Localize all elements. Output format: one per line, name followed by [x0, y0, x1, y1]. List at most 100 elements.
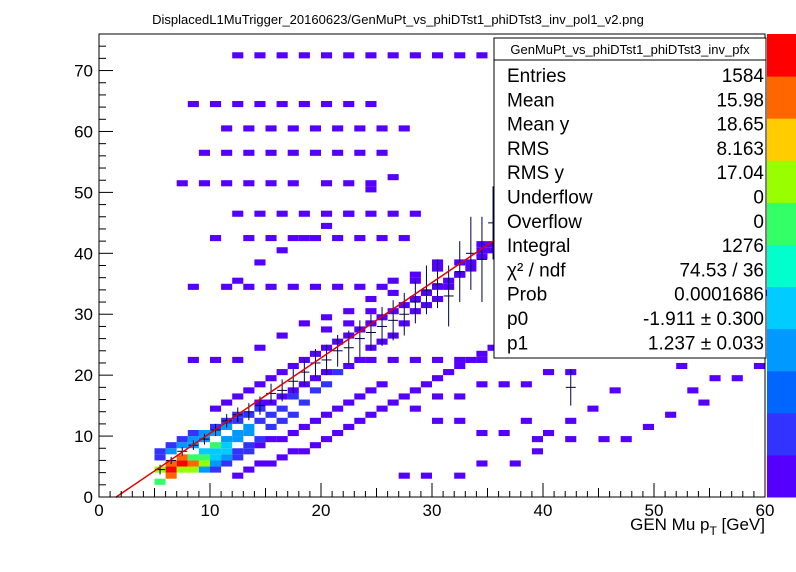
heatmap-cell [365, 52, 377, 59]
heatmap-cell [187, 466, 199, 473]
heatmap-cell [598, 436, 610, 443]
palette-swatch [767, 303, 796, 313]
palette-swatch [767, 193, 796, 203]
heatmap-cell [420, 472, 432, 479]
heatmap-cell [476, 356, 488, 363]
heatmap-cell [321, 314, 333, 321]
heatmap-cell [432, 417, 444, 424]
stats-box-frame [493, 37, 767, 359]
stats-row-label: χ² / ndf [507, 260, 566, 281]
heatmap-cell [531, 448, 543, 455]
heatmap-cell [476, 381, 488, 388]
y-axis: 0 10 20 30 40 50 60 70 [74, 33, 113, 507]
heatmap-cell [276, 417, 288, 424]
heatmap-cell [432, 393, 444, 400]
heatmap-cell [198, 429, 210, 437]
heatmap-cell [309, 417, 321, 424]
y-tick-label: 20 [74, 366, 93, 385]
heatmap-cell [365, 180, 377, 187]
palette-swatch [767, 463, 796, 473]
heatmap-cell [343, 180, 355, 187]
heatmap-cell [198, 466, 210, 473]
heatmap-cell [210, 454, 222, 461]
palette-swatch [767, 387, 796, 397]
heatmap-cell [221, 454, 233, 461]
heatmap-cell [609, 387, 621, 394]
heatmap-cell [321, 381, 333, 388]
palette-swatch [767, 269, 796, 279]
heatmap-cell [354, 283, 366, 290]
heatmap-cell [376, 283, 388, 290]
heatmap-cell [476, 429, 488, 437]
heatmap-cell [265, 235, 277, 242]
heatmap-cell [298, 101, 310, 108]
heatmap-cell [387, 399, 399, 406]
heatmap-cell [365, 356, 377, 363]
heatmap-cell [365, 308, 377, 315]
heatmap-cell [409, 405, 421, 412]
palette-swatch [767, 202, 796, 212]
heatmap-cell [398, 235, 410, 242]
stats-row-value: 0 [753, 188, 764, 209]
heatmap-cell [198, 448, 210, 455]
stats-row-value: -1.911 ± 0.300 [643, 309, 764, 330]
palette-swatch [767, 438, 796, 447]
heatmap-cell [298, 423, 310, 430]
heatmap-cell [343, 423, 355, 430]
heatmap-cell [454, 52, 466, 59]
palette-swatch [767, 320, 796, 330]
heatmap-cell [287, 125, 299, 132]
heatmap-cell [221, 460, 233, 467]
heatmap-cell [298, 235, 310, 242]
heatmap-cell [543, 429, 555, 437]
stats-row-value: 1584 [722, 66, 765, 87]
heatmap-cell [276, 210, 288, 217]
heatmap-cell [409, 210, 421, 217]
heatmap-cell [332, 405, 344, 412]
heatmap-cell [187, 356, 199, 363]
heatmap-cell [187, 429, 199, 437]
y-tick-label: 30 [74, 305, 93, 324]
heatmap-cell [309, 149, 321, 156]
heatmap-cell [376, 235, 388, 242]
heatmap-cell [254, 417, 266, 424]
heatmap-cell [365, 210, 377, 217]
heatmap-cell [321, 326, 333, 333]
heatmap-cell [198, 454, 210, 461]
heatmap-cell [198, 149, 210, 156]
heatmap-cell [565, 436, 577, 443]
heatmap-cell [221, 149, 233, 156]
heatmap-cell [454, 393, 466, 400]
heatmap-cell [165, 442, 177, 449]
heatmap-cell [332, 235, 344, 242]
heatmap-cell [176, 442, 188, 449]
heatmap-cell [620, 436, 632, 443]
heatmap-cell [343, 308, 355, 315]
stats-row-value: 8.163 [716, 139, 764, 160]
heatmap-cell [309, 125, 321, 132]
heatmap-cell [276, 369, 288, 376]
palette-swatch [767, 126, 796, 136]
heatmap-cell [187, 454, 199, 461]
heatmap-cell [287, 448, 299, 455]
palette-swatch [767, 42, 796, 52]
stats-row-label: Prob [507, 285, 547, 306]
heatmap-cell [254, 52, 266, 59]
heatmap-cell [276, 52, 288, 59]
heatmap-cell [387, 277, 399, 284]
y-tick-label: 0 [84, 488, 93, 507]
heatmap-cell [298, 210, 310, 217]
heatmap-cell [309, 283, 321, 290]
heatmap-cell [321, 52, 333, 59]
stats-row-label: RMS [507, 139, 549, 160]
heatmap-cell [465, 356, 477, 363]
heatmap-cell [343, 320, 355, 327]
heatmap-cell [731, 375, 743, 382]
stats-row-label: Mean y [507, 115, 570, 136]
palette-swatch [767, 471, 796, 481]
heatmap-cell [243, 125, 255, 132]
heatmap-cell [210, 460, 222, 467]
heatmap-cell [753, 362, 765, 370]
heatmap-cell [287, 283, 299, 290]
palette-swatch [767, 227, 796, 237]
